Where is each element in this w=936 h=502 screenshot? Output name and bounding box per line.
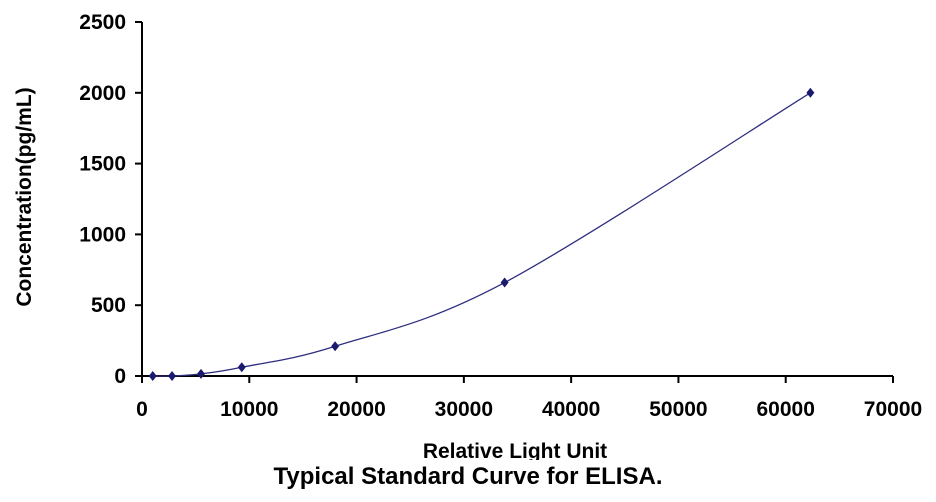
y-axis: 0 500 1000 1500 2000 2500 (79, 11, 143, 388)
figure-caption: Typical Standard Curve for ELISA. (273, 463, 663, 490)
y-tick-label: 1500 (79, 153, 126, 176)
y-axis-title: Concentration(pg/mL) (13, 87, 36, 306)
y-tick-label: 2500 (79, 11, 126, 34)
x-tick-label: 10000 (220, 398, 278, 421)
x-tick-label: 60000 (757, 398, 815, 421)
fit-curve (152, 92, 811, 377)
data-point (331, 341, 340, 352)
x-tick-label: 50000 (649, 398, 707, 421)
data-point (148, 371, 157, 381)
x-tick-label: 30000 (435, 398, 493, 421)
data-point (237, 362, 246, 373)
y-tick-label: 500 (91, 294, 126, 317)
data-point (197, 368, 206, 379)
data-point (500, 277, 509, 288)
data-point (168, 371, 177, 381)
x-tick-label: 70000 (864, 398, 922, 421)
data-point (806, 87, 815, 98)
x-axis-title: Relative Light Unit (423, 440, 607, 460)
x-tick-label: 0 (136, 398, 148, 421)
y-tick-label: 0 (114, 365, 126, 388)
y-tick-label: 1000 (79, 223, 126, 246)
x-tick-label: 40000 (542, 398, 600, 421)
x-axis: 0 10000 20000 30000 40000 50000 60000 70000 (136, 375, 922, 421)
standard-curve-chart: 0 500 1000 1500 2000 2500 0 10000 20000 30000 400… (13, 11, 922, 460)
y-tick-label: 2000 (79, 82, 126, 105)
x-tick-label: 20000 (327, 398, 385, 421)
data-points (148, 87, 815, 381)
